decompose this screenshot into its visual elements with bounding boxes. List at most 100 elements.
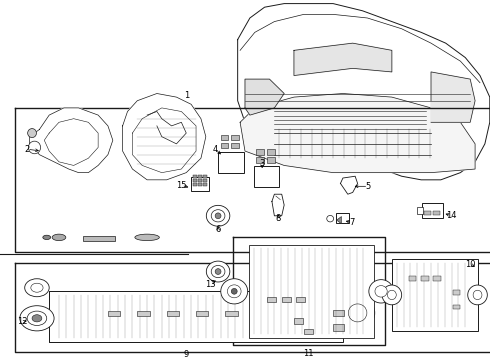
Bar (333, 310, 344, 316)
Bar (294, 318, 303, 324)
Bar (453, 290, 460, 295)
Bar (417, 207, 423, 214)
Text: 8: 8 (275, 214, 281, 223)
Bar (225, 311, 238, 316)
Bar (392, 259, 478, 331)
Bar (433, 211, 440, 215)
Bar (296, 297, 305, 302)
Ellipse shape (221, 279, 247, 304)
Ellipse shape (211, 210, 225, 222)
Bar (191, 177, 209, 190)
Text: 12: 12 (18, 318, 28, 327)
Ellipse shape (27, 311, 47, 325)
Text: 4: 4 (213, 145, 218, 154)
Text: 3: 3 (259, 159, 265, 168)
Text: 13: 13 (205, 280, 216, 289)
Bar (256, 157, 264, 163)
Bar (453, 305, 460, 309)
Bar (282, 297, 291, 302)
Ellipse shape (473, 290, 482, 300)
Ellipse shape (52, 234, 66, 240)
Bar (231, 135, 239, 140)
Bar (249, 244, 374, 338)
Bar (108, 311, 120, 316)
Text: 15: 15 (176, 181, 187, 190)
Bar (193, 175, 196, 178)
Bar (220, 143, 228, 148)
Bar (218, 152, 244, 173)
Bar (196, 311, 208, 316)
Ellipse shape (231, 288, 237, 294)
Bar (267, 297, 276, 302)
Bar (220, 135, 228, 140)
Ellipse shape (227, 285, 241, 298)
Bar (254, 166, 279, 187)
Bar (333, 324, 344, 331)
Ellipse shape (388, 290, 396, 300)
Bar (231, 143, 239, 148)
Text: 2: 2 (24, 145, 30, 154)
Bar (421, 276, 429, 280)
Polygon shape (238, 4, 490, 180)
Text: 6: 6 (216, 225, 221, 234)
Ellipse shape (27, 129, 36, 138)
Bar (336, 213, 349, 223)
Ellipse shape (211, 265, 225, 278)
Bar (83, 236, 115, 241)
Ellipse shape (215, 269, 221, 274)
Bar (198, 175, 202, 178)
Ellipse shape (206, 205, 230, 226)
Polygon shape (240, 94, 475, 173)
Polygon shape (272, 194, 284, 216)
Bar (198, 183, 202, 186)
Text: 9: 9 (184, 350, 189, 359)
Ellipse shape (382, 285, 402, 305)
Text: 11: 11 (303, 349, 314, 358)
Ellipse shape (135, 234, 159, 240)
Polygon shape (122, 94, 206, 180)
Ellipse shape (24, 279, 49, 297)
Bar (203, 175, 207, 178)
Text: 1: 1 (184, 91, 189, 100)
Ellipse shape (206, 261, 230, 282)
Ellipse shape (32, 315, 42, 322)
Bar (167, 311, 179, 316)
Bar (267, 157, 275, 163)
Ellipse shape (375, 285, 387, 297)
Bar (193, 183, 196, 186)
Bar (203, 179, 207, 182)
Polygon shape (29, 108, 113, 173)
Ellipse shape (369, 280, 393, 303)
Ellipse shape (327, 215, 334, 222)
Ellipse shape (215, 213, 221, 219)
Bar (49, 291, 343, 342)
Bar (422, 203, 443, 217)
Bar (193, 179, 196, 182)
Ellipse shape (341, 297, 375, 329)
Bar (304, 329, 313, 334)
Ellipse shape (468, 285, 488, 305)
Ellipse shape (43, 235, 50, 239)
Bar (267, 149, 275, 155)
Bar (203, 183, 207, 186)
Bar (256, 149, 264, 155)
Polygon shape (341, 176, 358, 194)
Ellipse shape (31, 283, 43, 292)
Polygon shape (431, 72, 475, 122)
Bar (434, 276, 441, 280)
Text: 5: 5 (366, 182, 371, 191)
Bar (198, 179, 202, 182)
Text: 14: 14 (446, 211, 457, 220)
Ellipse shape (20, 306, 54, 331)
Polygon shape (294, 43, 392, 76)
Polygon shape (337, 216, 342, 224)
Bar (137, 311, 149, 316)
Ellipse shape (28, 141, 41, 154)
Bar (424, 211, 431, 215)
Ellipse shape (348, 304, 367, 322)
Text: 10: 10 (465, 260, 475, 269)
Polygon shape (245, 79, 284, 115)
Bar (409, 276, 416, 280)
Text: 7: 7 (349, 218, 354, 227)
Bar (49, 291, 342, 342)
